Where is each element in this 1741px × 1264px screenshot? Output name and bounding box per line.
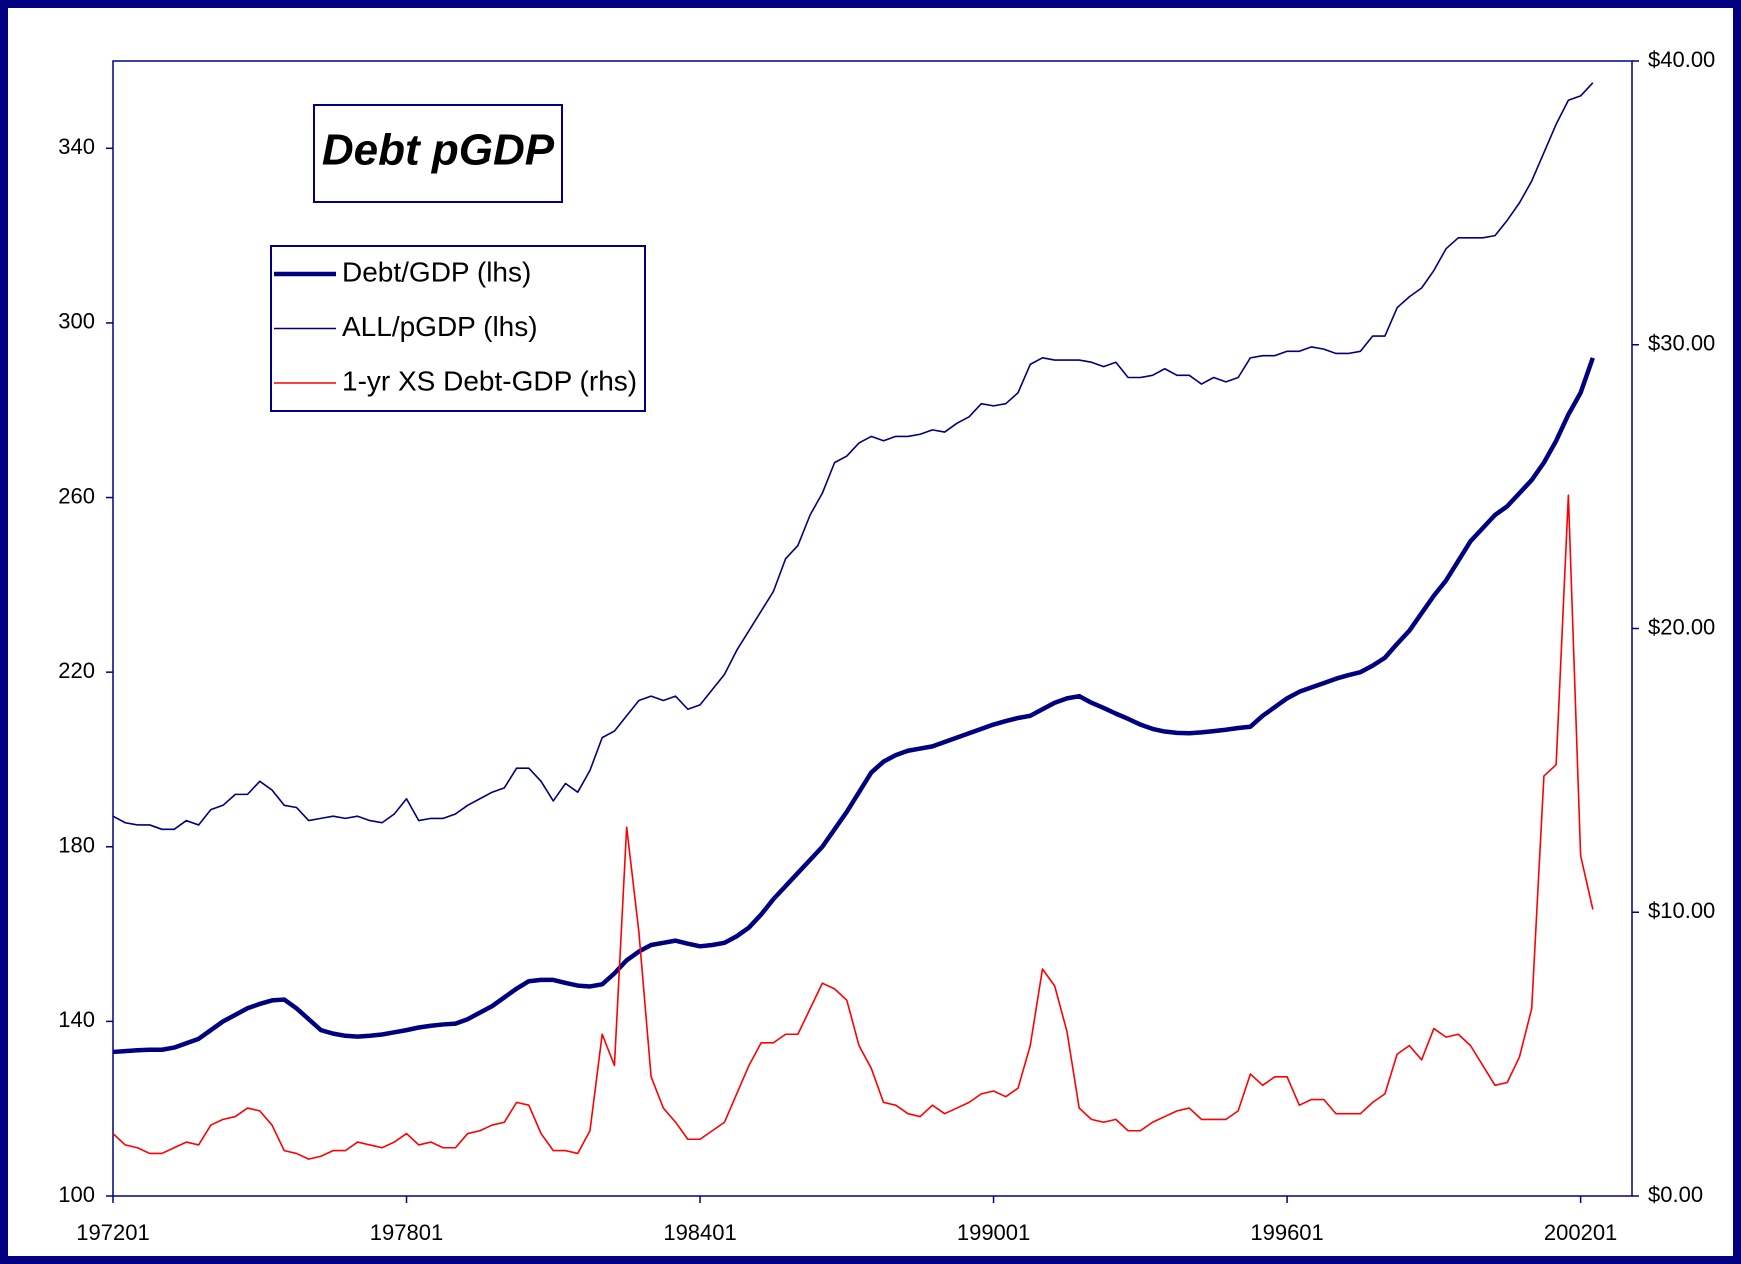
y-tick-label: 300: [58, 309, 95, 334]
series-line: [112, 82, 1594, 831]
y2-tick-label: $30.00: [1648, 331, 1715, 356]
y-tick-label: 260: [58, 483, 95, 508]
x-tick-label: 200201: [1544, 1220, 1617, 1245]
x-tick-label: 197201: [76, 1220, 149, 1245]
series-line: [112, 494, 1594, 1160]
y2-tick-label: $0.00: [1648, 1182, 1703, 1207]
y-tick-label: 140: [58, 1007, 95, 1032]
y-tick-label: 100: [58, 1182, 95, 1207]
series-line: [112, 357, 1595, 1055]
y-tick-label: 220: [58, 658, 95, 683]
marks: [106, 60, 1639, 1203]
y2-tick-label: $10.00: [1648, 898, 1715, 923]
chart-title: Debt pGDP: [322, 126, 555, 175]
legend-label: Debt/GDP (lhs): [342, 256, 531, 287]
x-tick-label: 198401: [663, 1220, 736, 1245]
x-tick-label: 199001: [957, 1220, 1030, 1245]
y-tick-label: 340: [58, 134, 95, 159]
y2-tick-label: $40.00: [1648, 47, 1715, 72]
x-tick-label: 199601: [1250, 1220, 1323, 1245]
x-tick-label: 197801: [370, 1220, 443, 1245]
legend-label: ALL/pGDP (lhs): [342, 311, 538, 342]
legend: Debt/GDP (lhs) ALL/pGDP (lhs) 1-yr XS Debt…: [274, 256, 637, 396]
y-tick-label: 180: [58, 833, 95, 858]
legend-label: 1-yr XS Debt-GDP (rhs): [342, 365, 637, 396]
title-box: [313, 104, 563, 203]
y2-tick-label: $20.00: [1648, 614, 1715, 639]
